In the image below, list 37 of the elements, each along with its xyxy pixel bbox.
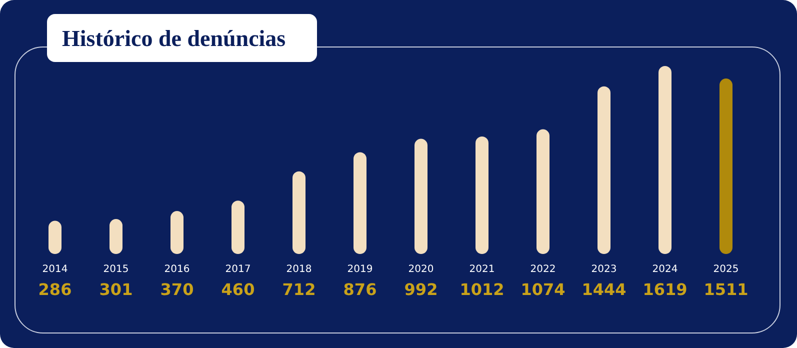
x-tick-label: 2021 (469, 264, 495, 275)
x-tick-label: 2014 (42, 264, 68, 275)
bar (232, 200, 244, 254)
x-tick-label: 2018 (286, 264, 312, 275)
data-label: 876 (343, 280, 377, 299)
x-tick-label: 2025 (713, 264, 739, 275)
data-label: 460 (221, 280, 255, 299)
bar (354, 152, 366, 254)
x-tick-label: 2015 (103, 264, 129, 275)
x-tick-label: 2017 (225, 264, 251, 275)
x-tick-label: 2019 (347, 264, 373, 275)
bar (170, 211, 184, 254)
bar (414, 138, 428, 254)
bar (658, 66, 672, 254)
bar (536, 129, 550, 254)
x-tick-label: 2023 (591, 264, 617, 275)
x-tick-label: 2020 (408, 264, 434, 275)
data-label: 1511 (704, 280, 748, 299)
bar (720, 78, 732, 254)
data-label: 712 (282, 280, 316, 299)
bar (48, 220, 62, 254)
data-label: 992 (404, 280, 438, 299)
bar (110, 219, 122, 254)
data-label: 301 (99, 280, 133, 299)
data-label: 1012 (460, 280, 504, 299)
x-tick-label: 2016 (164, 264, 190, 275)
bar (476, 136, 488, 254)
x-tick-label: 2024 (652, 264, 678, 275)
data-label: 286 (38, 280, 72, 299)
x-tick-label: 2022 (530, 264, 556, 275)
data-label: 1074 (520, 280, 566, 299)
data-label: 1444 (582, 280, 626, 299)
chart-title: Histórico de denúncias (62, 26, 286, 51)
data-label: 370 (160, 280, 194, 299)
bar (292, 171, 306, 254)
bar (598, 86, 610, 254)
data-label: 1619 (642, 280, 688, 299)
